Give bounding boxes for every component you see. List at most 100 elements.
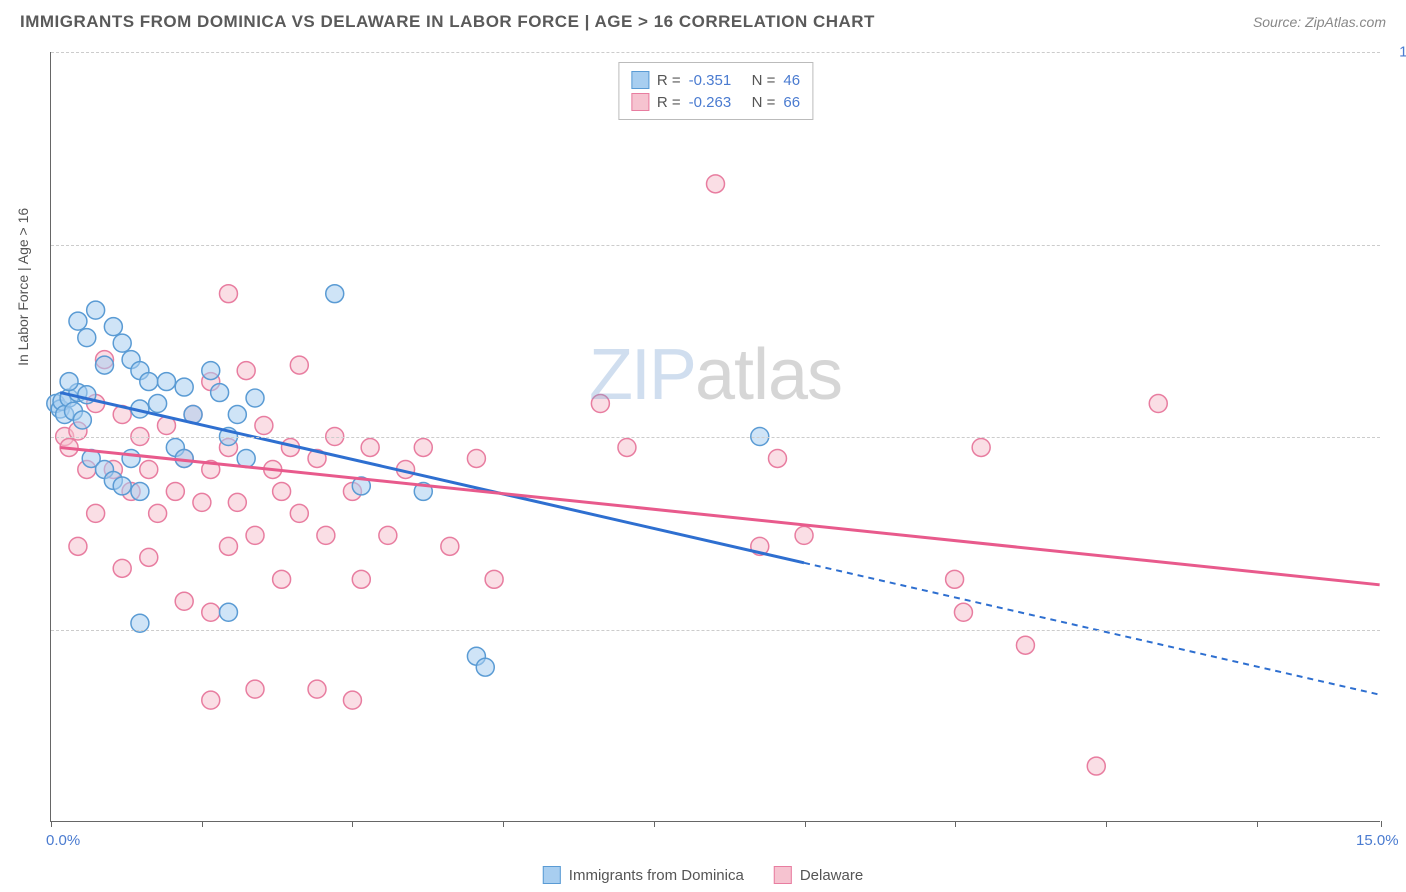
dominica-swatch <box>631 71 649 89</box>
delaware-point <box>202 691 220 709</box>
delaware-point <box>361 438 379 456</box>
delaware-point <box>175 592 193 610</box>
dominica-point <box>202 362 220 380</box>
delaware-point <box>113 559 131 577</box>
y-tick-label: 65.0% <box>1390 429 1406 446</box>
legend-label: Delaware <box>800 867 863 884</box>
r-value: -0.263 <box>689 94 744 111</box>
delaware-point <box>352 570 370 588</box>
x-tick-mark <box>51 821 52 827</box>
dominica-point <box>113 477 131 495</box>
delaware-point <box>87 504 105 522</box>
legend-item-dominica: Immigrants from Dominica <box>543 866 744 884</box>
delaware-point <box>202 603 220 621</box>
legend-label: Immigrants from Dominica <box>569 867 744 884</box>
delaware-point <box>946 570 964 588</box>
x-tick-mark <box>654 821 655 827</box>
delaware-point <box>69 537 87 555</box>
delaware-legend-swatch <box>774 866 792 884</box>
delaware-point <box>317 526 335 544</box>
dominica-point <box>149 395 167 413</box>
delaware-trend-line <box>60 447 1379 584</box>
delaware-point <box>140 460 158 478</box>
dominica-point <box>175 378 193 396</box>
delaware-point <box>467 449 485 467</box>
delaware-point <box>193 493 211 511</box>
dominica-point <box>104 318 122 336</box>
dominica-point <box>96 356 114 374</box>
delaware-point <box>1149 395 1167 413</box>
dominica-point <box>60 373 78 391</box>
delaware-point <box>246 680 264 698</box>
delaware-point <box>149 504 167 522</box>
dominica-point <box>326 285 344 303</box>
delaware-point <box>707 175 725 193</box>
n-label: N = <box>752 72 776 89</box>
delaware-point <box>618 438 636 456</box>
delaware-point <box>485 570 503 588</box>
dominica-point <box>211 384 229 402</box>
delaware-point <box>1087 757 1105 775</box>
stats-legend: R = -0.351 N = 46 R = -0.263 N = 66 <box>618 62 813 120</box>
n-label: N = <box>752 94 776 111</box>
delaware-point <box>255 417 273 435</box>
x-tick-label: 0.0% <box>46 832 80 849</box>
delaware-point <box>414 438 432 456</box>
delaware-point <box>343 691 361 709</box>
grid-line <box>51 52 1380 53</box>
delaware-point <box>140 548 158 566</box>
x-tick-mark <box>805 821 806 827</box>
r-label: R = <box>657 94 681 111</box>
n-value: 46 <box>783 72 800 89</box>
dominica-point <box>87 301 105 319</box>
dominica-point <box>113 334 131 352</box>
x-tick-mark <box>1381 821 1382 827</box>
delaware-point <box>166 482 184 500</box>
x-tick-mark <box>503 821 504 827</box>
x-tick-mark <box>1257 821 1258 827</box>
delaware-point <box>228 493 246 511</box>
y-tick-label: 47.5% <box>1390 621 1406 638</box>
delaware-point <box>308 680 326 698</box>
delaware-point <box>237 362 255 380</box>
delaware-point <box>441 537 459 555</box>
dominica-point <box>122 449 140 467</box>
delaware-point <box>591 395 609 413</box>
y-tick-label: 82.5% <box>1390 236 1406 253</box>
delaware-point <box>1016 636 1034 654</box>
r-value: -0.351 <box>689 72 744 89</box>
stats-row-dominica: R = -0.351 N = 46 <box>631 69 800 91</box>
chart-title: IMMIGRANTS FROM DOMINICA VS DELAWARE IN … <box>20 12 875 32</box>
dominica-trend-line <box>60 393 804 563</box>
dominica-legend-swatch <box>543 866 561 884</box>
r-label: R = <box>657 72 681 89</box>
legend-item-delaware: Delaware <box>774 866 863 884</box>
n-value: 66 <box>783 94 800 111</box>
delaware-point <box>273 570 291 588</box>
x-tick-mark <box>1106 821 1107 827</box>
delaware-point <box>246 526 264 544</box>
y-tick-label: 100.0% <box>1390 44 1406 61</box>
delaware-point <box>219 537 237 555</box>
dominica-point <box>219 603 237 621</box>
dominica-point <box>69 312 87 330</box>
y-axis-title: In Labor Force | Age > 16 <box>15 207 31 365</box>
dominica-point <box>73 411 91 429</box>
grid-line <box>51 245 1380 246</box>
x-tick-mark <box>202 821 203 827</box>
delaware-point <box>795 526 813 544</box>
dominica-point <box>78 329 96 347</box>
dominica-point <box>140 373 158 391</box>
delaware-point <box>290 504 308 522</box>
chart-area: In Labor Force | Age > 16 ZIPatlas R =-0… <box>50 52 1380 822</box>
dominica-point <box>246 389 264 407</box>
dominica-point <box>228 406 246 424</box>
x-tick-label: 15.0% <box>1356 832 1399 849</box>
delaware-swatch <box>631 93 649 111</box>
dominica-point <box>157 373 175 391</box>
delaware-point <box>219 285 237 303</box>
delaware-point <box>972 438 990 456</box>
grid-line <box>51 630 1380 631</box>
series-legend: Immigrants from Dominica Delaware <box>543 866 863 884</box>
delaware-point <box>768 449 786 467</box>
